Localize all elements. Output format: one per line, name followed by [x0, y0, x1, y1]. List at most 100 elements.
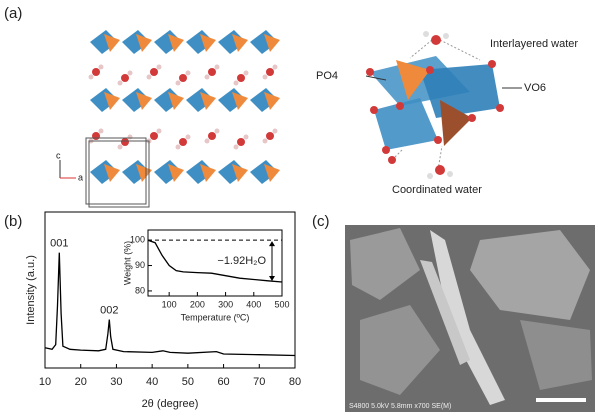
water-o: [179, 138, 187, 146]
y-tick-label: 90: [135, 260, 145, 270]
po4: [200, 34, 216, 52]
po4: [264, 34, 280, 52]
data-line: [147, 239, 283, 283]
water-h: [98, 64, 104, 70]
water-o: [92, 132, 100, 140]
x-tick-label: 80: [289, 376, 301, 388]
po4: [264, 164, 280, 182]
water-h: [214, 64, 220, 70]
water-h: [185, 134, 191, 140]
x-tick-label: 50: [182, 376, 194, 388]
water-o: [237, 138, 245, 146]
water-o: [179, 74, 187, 82]
water-h: [175, 80, 181, 86]
panel-label: (c): [312, 213, 330, 230]
annotation: PO4: [316, 70, 338, 82]
water-o: [92, 68, 100, 76]
water-h: [204, 74, 210, 80]
po4: [232, 164, 248, 182]
x-axis-label: Temperature (ºC): [181, 312, 250, 322]
water-h: [175, 144, 181, 150]
po4: [104, 34, 120, 52]
vo6: [122, 30, 150, 54]
water-h: [117, 80, 123, 86]
x-tick-label: 300: [218, 299, 233, 309]
water-h: [233, 80, 239, 86]
po4: [232, 92, 248, 110]
po4: [200, 164, 216, 182]
x-tick-label: 10: [39, 376, 51, 388]
po4: [168, 164, 184, 182]
water-h: [156, 128, 162, 134]
water-o: [266, 132, 274, 140]
axis-label: c: [56, 150, 61, 160]
po4: [136, 164, 152, 182]
data-line: [44, 252, 296, 357]
water-o: [266, 68, 274, 76]
vo6: [90, 30, 118, 54]
y-tick-label: 100: [130, 235, 145, 245]
water-o: [237, 74, 245, 82]
water-h: [233, 144, 239, 150]
sem-caption: S4800 5.0kV 5.8mm x700 SE(M): [349, 403, 451, 410]
vo6: [90, 88, 118, 112]
po4: [104, 164, 120, 182]
vo6: [90, 160, 118, 184]
plot-frame: [44, 211, 296, 369]
vo6: [122, 88, 150, 112]
water-o: [121, 74, 129, 82]
annotation: Coordinated water: [392, 184, 482, 196]
x-tick-label: 70: [253, 376, 265, 388]
x-tick-label: 500: [274, 299, 289, 309]
water-h: [127, 134, 133, 140]
vo6: [250, 160, 278, 184]
water-o: [208, 68, 216, 76]
x-tick-label: 400: [246, 299, 261, 309]
vo6: [154, 160, 182, 184]
peak-label: 001: [50, 237, 68, 249]
water-h: [272, 64, 278, 70]
x-tick-label: 60: [217, 376, 229, 388]
unit-cell: [88, 140, 150, 208]
po4: [168, 92, 184, 110]
water-h: [117, 144, 123, 150]
po4: [264, 92, 280, 110]
axis-label: a: [78, 172, 83, 182]
annotation: Interlayered water: [490, 38, 578, 50]
water-h: [214, 128, 220, 134]
x-axis-label: 2θ (degree): [142, 398, 199, 410]
y-axis-label: Intensity (a.u.): [25, 255, 37, 325]
water-h: [243, 134, 249, 140]
panel-label: (a): [4, 5, 22, 22]
arrow-head: [269, 276, 275, 282]
local-structure: [365, 31, 522, 179]
inset-frame: [147, 229, 283, 297]
x-tick-label: 200: [190, 299, 205, 309]
annotation: VO6: [524, 82, 546, 94]
water-h: [185, 70, 191, 76]
water-h: [262, 138, 268, 144]
water-h: [88, 74, 94, 80]
water-h: [98, 128, 104, 134]
water-o: [121, 138, 129, 146]
po4: [232, 34, 248, 52]
vo6: [154, 30, 182, 54]
vo6: [218, 30, 246, 54]
peak-label: 002: [100, 305, 118, 317]
water-h: [243, 70, 249, 76]
po4: [200, 92, 216, 110]
panel-label: (b): [4, 213, 22, 230]
vo6: [154, 88, 182, 112]
vo6: [186, 30, 214, 54]
x-tick-label: 40: [146, 376, 158, 388]
water-h: [146, 74, 152, 80]
po4: [136, 92, 152, 110]
water-h: [204, 138, 210, 144]
po4: [168, 34, 184, 52]
water-h: [272, 128, 278, 134]
y-tick-label: 80: [135, 285, 145, 295]
water-h: [262, 74, 268, 80]
unit-cell: [85, 137, 147, 205]
water-h: [156, 64, 162, 70]
